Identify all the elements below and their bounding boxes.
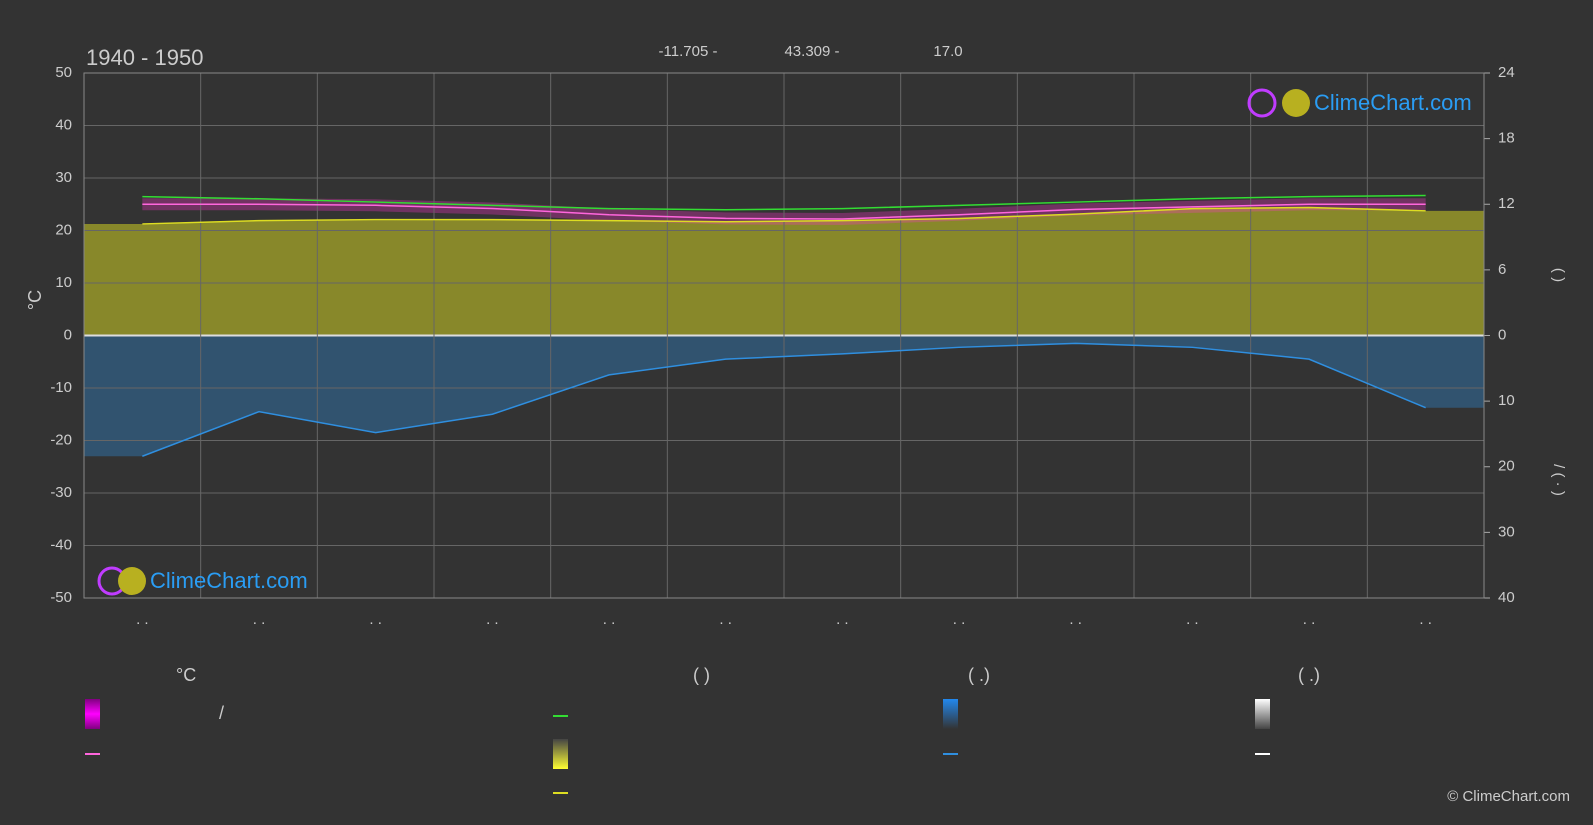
legend-text: / [219,703,224,723]
y-tick-label: 40 [55,116,72,133]
y-tick-label: -10 [50,379,72,396]
y3-tick-label: 10 [1498,392,1515,409]
x-tick-label: . . [836,611,849,628]
legend-heading: ( .) [968,665,990,685]
y-tick-label: 30 [55,169,72,186]
legend-heading: ( ) [693,665,710,685]
y3-tick-label: 20 [1498,458,1515,475]
y3-axis-label: / ( · ) [1550,464,1567,496]
y-tick-label: 20 [55,221,72,238]
x-tick-label: . . [253,611,266,628]
x-tick-label: . . [369,611,382,628]
x-tick-label: . . [1419,611,1432,628]
legend-heading: ( .) [1298,665,1320,685]
x-tick-label: . . [1186,611,1199,628]
watermark: ClimeChart.com ClimeChart.com [97,88,1472,596]
chart-title: 1940 - 1950 [86,45,203,70]
y-axis-label: °C [25,290,45,310]
y2-tick-label: 18 [1498,130,1515,147]
copyright: © ClimeChart.com [1447,788,1570,805]
legend-heading: °C [176,665,196,685]
x-tick-label: . . [486,611,499,628]
x-tick-label: . . [719,611,732,628]
y-tick-label: -20 [50,431,72,448]
x-tick-label: . . [603,611,616,628]
y-tick-label: -30 [50,484,72,501]
annotation: 43.309 - [784,43,839,60]
plot [83,72,1490,599]
annotation: 17.0 [933,43,962,60]
y2-tick-label: 6 [1498,261,1506,278]
legend-swatches [85,699,1270,794]
x-tick-label: . . [953,611,966,628]
y-tick-label: -50 [50,589,72,606]
y-tick-label: 10 [55,274,72,291]
series-line [142,203,1426,220]
y2-tick-label: 0 [1498,326,1506,343]
y2-axis-label: ( ) [1550,268,1567,282]
series-line [142,194,1426,211]
y2-tick-label: 24 [1498,64,1515,81]
x-tick-label: . . [1303,611,1316,628]
y-tick-label: 0 [64,326,72,343]
x-tick-label: . . [1069,611,1082,628]
watermark-text: ClimeChart.com [150,568,308,593]
y2-tick-label: 12 [1498,195,1515,212]
y3-tick-label: 30 [1498,523,1515,540]
y-tick-label: -40 [50,536,72,553]
annotation: -11.705 - [659,43,718,60]
x-tick-label: . . [136,611,149,628]
plot-frame [83,72,1485,599]
series-line [142,342,1426,457]
watermark-text: ClimeChart.com [1314,90,1472,115]
y3-tick-label: 40 [1498,589,1515,606]
series-line [142,206,1426,225]
y-tick-label: 50 [55,64,72,81]
